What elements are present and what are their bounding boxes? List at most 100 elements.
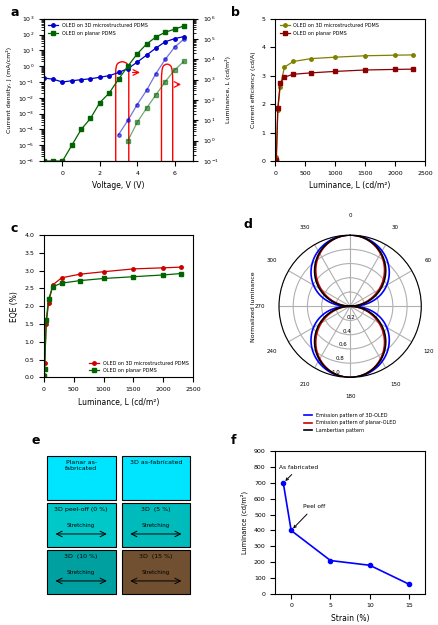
OLED on planar PDMS xyxy=(181,22,187,30)
OLED on planar PDMS xyxy=(162,29,168,36)
OLED on planar PDMS xyxy=(50,158,56,165)
OLED on 3D microstructured PDMS xyxy=(43,320,49,328)
OLED on 3D microstructured PDMS xyxy=(153,44,159,52)
OLED on planar PDMS xyxy=(41,158,46,165)
OLED on 3D microstructured PDMS xyxy=(161,264,166,272)
OLED on 3D microstructured PDMS xyxy=(42,371,47,378)
Line: OLED on planar PDMS: OLED on planar PDMS xyxy=(42,272,183,378)
OLED on 3D microstructured PDMS xyxy=(144,51,149,59)
OLED on planar PDMS xyxy=(172,26,177,33)
OLED on 3D microstructured PDMS xyxy=(50,76,56,83)
X-axis label: Strain (%): Strain (%) xyxy=(331,614,369,623)
OLED on planar PDMS xyxy=(309,69,314,77)
OLED on 3D microstructured PDMS xyxy=(59,274,64,281)
OLED on 3D microstructured PDMS xyxy=(410,51,416,59)
OLED on 3D microstructured PDMS xyxy=(106,72,112,79)
OLED on planar PDMS xyxy=(274,156,279,163)
Text: 3D  (15 %): 3D (15 %) xyxy=(139,554,173,559)
Y-axis label: Luminance, L (cd/m²): Luminance, L (cd/m²) xyxy=(225,56,230,123)
OLED on planar PDMS xyxy=(60,158,65,165)
OLED on 3D microstructured PDMS xyxy=(309,55,314,63)
OLED on 3D microstructured PDMS xyxy=(125,65,131,72)
FancyBboxPatch shape xyxy=(47,549,116,594)
OLED on planar PDMS xyxy=(134,50,140,58)
Line: OLED on 3D microstructured PDMS: OLED on 3D microstructured PDMS xyxy=(274,53,415,162)
OLED on 3D microstructured PDMS xyxy=(42,359,47,367)
OLED on planar PDMS xyxy=(332,68,338,75)
OLED on 3D microstructured PDMS xyxy=(88,75,93,82)
OLED on planar PDMS xyxy=(42,365,47,372)
OLED on planar PDMS xyxy=(153,33,159,41)
OLED on 3D microstructured PDMS xyxy=(77,271,82,278)
OLED on 3D microstructured PDMS xyxy=(41,74,46,82)
OLED on planar PDMS xyxy=(106,89,112,97)
Text: 3D peel-off (0 %): 3D peel-off (0 %) xyxy=(54,507,108,512)
Line: OLED on planar PDMS: OLED on planar PDMS xyxy=(274,68,415,162)
Text: Planar as-
fabricated: Planar as- fabricated xyxy=(65,460,97,471)
OLED on planar PDMS xyxy=(282,73,287,81)
OLED on planar PDMS xyxy=(101,275,106,282)
Text: b: b xyxy=(230,6,240,19)
OLED on 3D microstructured PDMS xyxy=(179,263,184,271)
Text: As fabricated: As fabricated xyxy=(279,465,318,480)
Line: OLED on planar PDMS: OLED on planar PDMS xyxy=(42,24,186,163)
Y-axis label: EQE (%): EQE (%) xyxy=(10,291,19,322)
Text: 3D  (10 %): 3D (10 %) xyxy=(64,554,98,559)
Text: Stretching: Stretching xyxy=(142,523,170,528)
OLED on 3D microstructured PDMS xyxy=(101,268,106,276)
OLED on planar PDMS xyxy=(363,66,368,74)
OLED on planar PDMS xyxy=(410,66,416,73)
OLED on 3D microstructured PDMS xyxy=(97,74,102,81)
Text: a: a xyxy=(11,6,19,19)
FancyBboxPatch shape xyxy=(121,503,190,547)
OLED on 3D microstructured PDMS xyxy=(181,32,187,40)
Text: c: c xyxy=(11,222,18,235)
OLED on 3D microstructured PDMS xyxy=(60,78,65,86)
OLED on 3D microstructured PDMS xyxy=(273,156,279,164)
FancyBboxPatch shape xyxy=(47,503,116,547)
Text: Stretching: Stretching xyxy=(142,570,170,575)
OLED on planar PDMS xyxy=(77,277,82,284)
X-axis label: Luminance, L (cd/m²): Luminance, L (cd/m²) xyxy=(78,398,159,407)
OLED on 3D microstructured PDMS xyxy=(172,35,177,42)
OLED on planar PDMS xyxy=(43,317,49,324)
OLED on planar PDMS xyxy=(97,99,102,106)
Text: Peel off: Peel off xyxy=(294,504,325,528)
Legend: OLED on 3D microstructured PDMS, OLED on planar PDMS: OLED on 3D microstructured PDMS, OLED on… xyxy=(278,21,381,38)
Legend: OLED on 3D microstructured PDMS, OLED on planar PDMS: OLED on 3D microstructured PDMS, OLED on… xyxy=(46,21,150,38)
OLED on planar PDMS xyxy=(278,79,283,86)
OLED on planar PDMS xyxy=(131,273,136,281)
OLED on planar PDMS xyxy=(88,114,93,122)
Text: f: f xyxy=(230,434,236,447)
OLED on 3D microstructured PDMS xyxy=(363,52,368,59)
OLED on 3D microstructured PDMS xyxy=(69,77,74,84)
Line: OLED on 3D microstructured PDMS: OLED on 3D microstructured PDMS xyxy=(42,266,183,376)
Text: Normalized luminance: Normalized luminance xyxy=(251,271,256,341)
Line: OLED on 3D microstructured PDMS: OLED on 3D microstructured PDMS xyxy=(42,35,186,84)
OLED on 3D microstructured PDMS xyxy=(46,299,51,306)
Y-axis label: Current density, J (mA/cm²): Current density, J (mA/cm²) xyxy=(7,47,12,133)
OLED on 3D microstructured PDMS xyxy=(116,69,121,76)
OLED on 3D microstructured PDMS xyxy=(275,106,280,114)
OLED on 3D microstructured PDMS xyxy=(78,76,84,84)
OLED on 3D microstructured PDMS xyxy=(291,58,296,65)
OLED on planar PDMS xyxy=(59,279,64,287)
OLED on planar PDMS xyxy=(69,141,74,149)
FancyBboxPatch shape xyxy=(121,456,190,500)
OLED on planar PDMS xyxy=(42,372,47,379)
Text: 3D as-fabricated: 3D as-fabricated xyxy=(130,460,182,465)
Y-axis label: Luminance (cd/m²): Luminance (cd/m²) xyxy=(241,491,248,554)
FancyBboxPatch shape xyxy=(121,549,190,594)
FancyBboxPatch shape xyxy=(47,456,116,500)
Text: 3D  (5 %): 3D (5 %) xyxy=(141,507,171,512)
OLED on planar PDMS xyxy=(116,76,121,83)
OLED on planar PDMS xyxy=(78,126,84,133)
X-axis label: Voltage, V (V): Voltage, V (V) xyxy=(92,181,145,191)
Legend: OLED on 3D microstructured PDMS, OLED on planar PDMS: OLED on 3D microstructured PDMS, OLED on… xyxy=(88,359,191,375)
Text: Stretching: Stretching xyxy=(67,570,95,575)
OLED on 3D microstructured PDMS xyxy=(131,265,136,272)
Legend: Emission pattern of 3D-OLED, Emission pattern of planar-OLED, Lambertian pattern: Emission pattern of 3D-OLED, Emission pa… xyxy=(303,411,398,435)
OLED on planar PDMS xyxy=(161,271,166,279)
Text: d: d xyxy=(244,218,252,231)
OLED on 3D microstructured PDMS xyxy=(282,63,287,71)
